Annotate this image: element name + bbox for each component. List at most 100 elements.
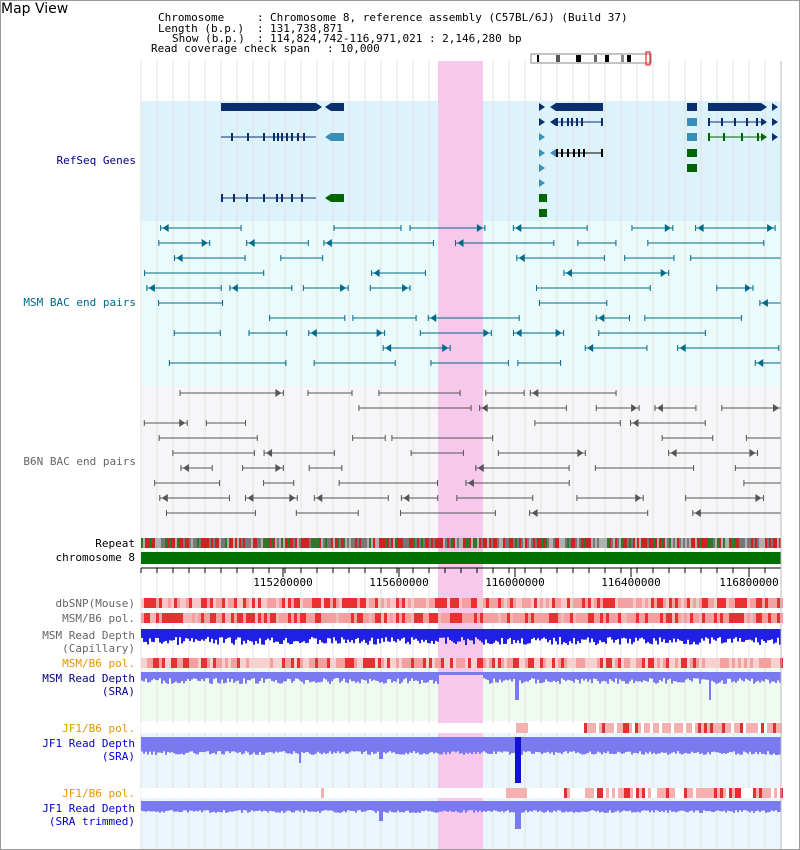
repeat-element: [187, 538, 189, 548]
msm-capillary-depth-bar: [343, 629, 345, 640]
msm-sra-depth-bar: [613, 672, 615, 683]
jf1-sra-depth-bar: [229, 737, 231, 754]
msm-capillary-depth-bar: [323, 629, 325, 644]
msm-pol-strip-2: [591, 658, 594, 668]
dbsnp-strip: [672, 598, 675, 608]
jf1-sra-depth-bar: [435, 737, 437, 753]
msm-capillary-depth-bar: [683, 629, 685, 644]
msm-sra-depth-bar: [397, 672, 399, 679]
msm-pol-strip-2: [483, 658, 486, 668]
repeat-element: [169, 538, 171, 548]
msm-pol-strip-2: [285, 658, 288, 668]
jf1-trimmed-depth-bar: [213, 801, 215, 812]
msm-capillary-depth-bar: [597, 629, 599, 644]
repeat-element: [287, 538, 289, 548]
msm-sra-depth-bar: [581, 672, 583, 679]
jf1-pol-strip: [770, 723, 773, 733]
msm-pol-strip: [486, 613, 489, 623]
msm-pol-strip: [654, 613, 657, 623]
msm-sra-depth-bar: [237, 672, 239, 681]
repeat-element: [457, 538, 459, 548]
jf1-sra-depth-bar: [163, 737, 165, 752]
axis-tick-label: 115200000: [253, 576, 313, 589]
msm-sra-depth-bar: [469, 672, 471, 675]
refseq-gene-13: [539, 209, 547, 217]
strand-arrow: [539, 118, 545, 126]
msm-sra-depth-bar: [289, 672, 291, 680]
length-key: Length (b.p.): [158, 22, 245, 35]
repeat-element: [577, 538, 579, 548]
msm-capillary-depth-bar: [633, 629, 635, 643]
msm-capillary-depth-bar: [229, 629, 231, 638]
jf1-sra-depth-bar: [631, 737, 633, 755]
repeat-element: [263, 538, 265, 548]
msm-sra-depth-bar: [203, 672, 205, 682]
repeat-element: [365, 538, 367, 548]
dbsnp-strip: [657, 598, 660, 608]
jf1-pol-strip: [665, 723, 668, 733]
dbsnp-strip: [585, 598, 588, 608]
repeat-element: [721, 538, 723, 548]
jf1-trimmed-depth-bar: [253, 801, 255, 812]
msm-sra-depth-bar: [343, 672, 345, 679]
msm-pol-strip: [720, 613, 723, 623]
jf1-pol-strip-2: [518, 788, 521, 798]
msm-capillary-depth-bar: [245, 629, 247, 644]
jf1-pol-strip-2: [684, 788, 687, 798]
msm-sra-depth-bar: [477, 672, 479, 675]
jf1-trimmed-depth-bar: [699, 801, 701, 813]
repeat-element: [505, 538, 507, 548]
repeat-element: [613, 538, 615, 548]
msm-pol-strip: [321, 613, 324, 623]
msm-pol-strip-2: [777, 658, 780, 668]
repeat-element: [469, 538, 471, 548]
msm-capillary-depth-bar: [693, 629, 695, 642]
jf1-trimmed-depth-bar: [675, 801, 677, 813]
jf1-sra-depth-bar: [147, 737, 149, 755]
ideogram: [530, 53, 652, 64]
msm-pol-strip: [144, 613, 147, 623]
msm-capillary-depth-bar: [317, 629, 319, 644]
gene-exon: [601, 118, 603, 126]
jf1-sra-depth-bar: [279, 737, 281, 752]
msm-pol-strip: [588, 613, 591, 623]
jf1-sra-depth-bar: [511, 737, 513, 754]
dbsnp-strip: [669, 598, 672, 608]
msm-pol-strip-2: [510, 658, 513, 668]
msm-capillary-depth-bar: [333, 629, 335, 638]
jf1-trimmed-depth-bar: [753, 801, 755, 813]
msm-pol-strip-2: [492, 658, 495, 668]
msm-pol-strip: [567, 613, 570, 623]
repeat-element: [575, 538, 577, 548]
jf1-sra-depth-bar: [233, 737, 235, 752]
repeat-element: [195, 538, 197, 548]
msm-capillary-depth-bar: [479, 629, 481, 641]
msm-sra-depth-bar: [557, 672, 559, 682]
repeat-element: [621, 538, 623, 548]
msm-capillary-depth-bar: [259, 629, 261, 639]
jf1-sra-depth-bar: [397, 737, 399, 754]
dbsnp-strip: [519, 598, 522, 608]
jf1-sra-depth-bar: [691, 737, 693, 752]
jf1-sra-depth-bar: [559, 737, 561, 753]
dbsnp-strip: [594, 598, 597, 608]
msm-pol-strip-2: [279, 658, 282, 668]
jf1-sra-depth-bar: [269, 737, 271, 752]
msm-pol-strip: [759, 613, 762, 623]
gene-exon: [578, 149, 580, 157]
repeat-element: [213, 538, 215, 548]
msm-capillary-depth-bar: [613, 629, 615, 643]
jf1-trimmed-depth-bar: [517, 801, 519, 829]
gene-exon: [741, 133, 743, 141]
msm-pol-strip-2: [675, 658, 678, 668]
msm-pol-strip-2: [369, 658, 372, 668]
refseq-gene-5: [708, 103, 761, 111]
msm-capillary-depth-bar: [375, 629, 377, 645]
repeat-element: [729, 538, 731, 548]
msm-pol-strip-2: [441, 658, 444, 668]
jf1-trimmed-depth-bar: [581, 801, 583, 812]
msm-capillary-depth-bar: [351, 629, 353, 641]
jf1-sra-depth-bar: [771, 737, 773, 755]
gene-exon: [561, 118, 563, 126]
